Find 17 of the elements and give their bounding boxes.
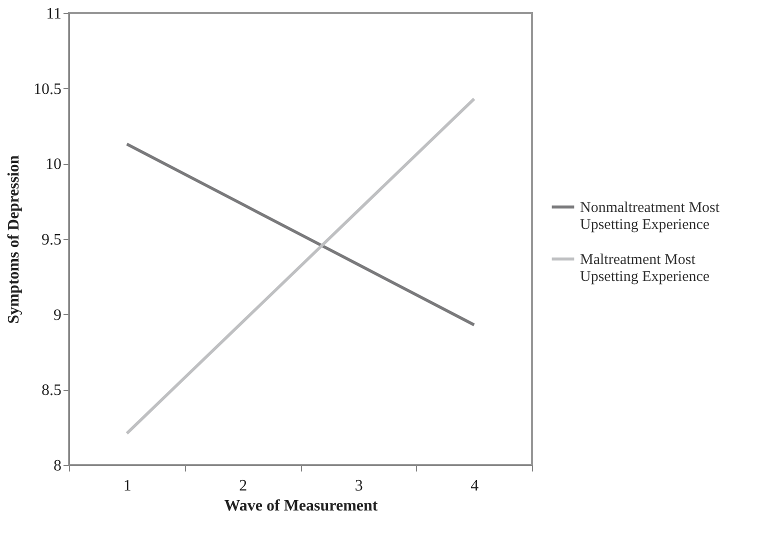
x-tick-label: 3 [354,478,363,494]
y-tick-label: 9.5 [42,232,62,248]
y-tick-label: 8 [54,458,62,474]
y-tick-label: 8.5 [42,382,62,400]
y-axis-title: Symptoms of Depression [6,155,22,324]
line-series [125,142,476,326]
legend-label: Maltreatment Most Upsetting Experience [580,252,710,285]
x-tick-label: 4 [470,478,479,494]
line-series [125,97,476,435]
x-tick-label: 1 [123,478,132,494]
y-tick-label: 9 [54,306,62,324]
legend-label: Nonmaltreatment Most Upsetting Experience [580,200,720,233]
y-tick-label: 10 [46,156,62,174]
x-axis-title: Wave of Measurement [224,498,378,514]
y-tick-label: 10.5 [34,80,62,98]
y-tick-label: 11 [46,6,62,22]
x-tick-label: 2 [239,478,248,494]
